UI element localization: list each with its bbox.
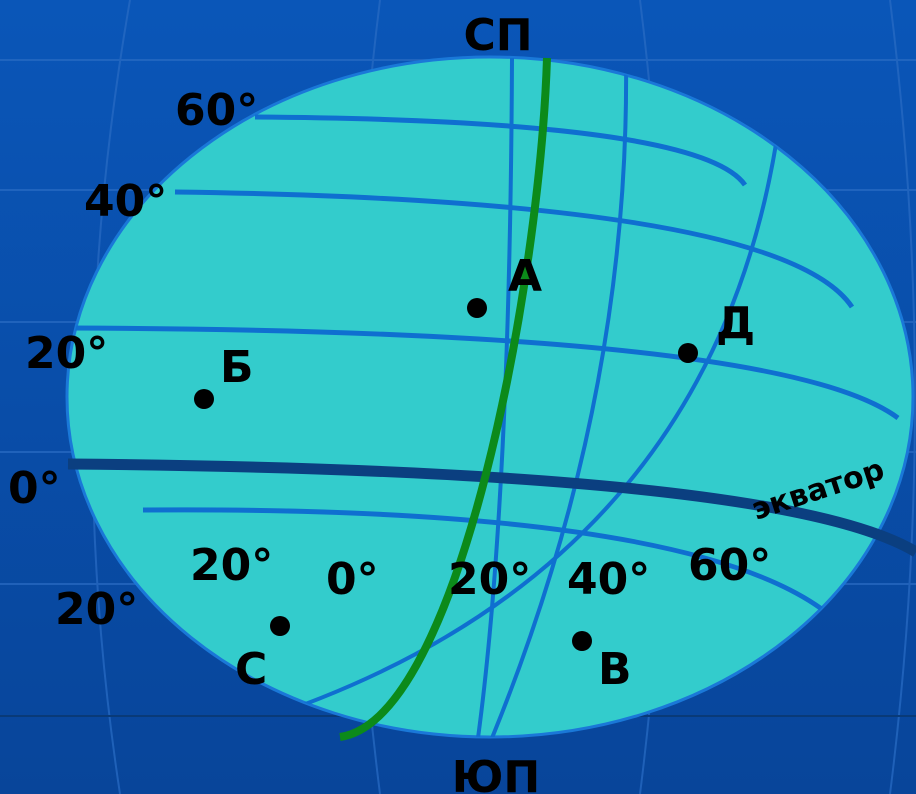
north-pole-label: СП <box>463 10 532 61</box>
meridian-60e <box>203 143 778 737</box>
longitude-label-20w: 20° <box>190 540 273 591</box>
longitude-label-20e: 20° <box>448 554 531 605</box>
point-v: В <box>572 631 632 695</box>
point-d-label: Д <box>716 298 755 349</box>
prime-meridian <box>339 57 551 741</box>
point-v-marker <box>572 631 592 651</box>
point-d: Д <box>678 298 755 363</box>
parallel-40 <box>174 189 855 309</box>
meridian-40e <box>490 59 629 737</box>
south-pole-label: ЮП <box>452 752 540 794</box>
latitude-label-40: 40° <box>84 176 167 227</box>
point-s-label: С <box>235 644 267 695</box>
globe <box>65 55 915 739</box>
point-a-label: А <box>508 251 542 302</box>
point-s: С <box>235 616 290 695</box>
parallel-20n <box>67 325 900 421</box>
point-s-marker <box>270 616 290 636</box>
point-b-marker <box>194 389 214 409</box>
meridian-20e <box>476 57 514 737</box>
longitude-label-40e: 40° <box>567 554 650 605</box>
longitude-label-60e: 60° <box>688 540 771 591</box>
point-b-label: Б <box>220 342 254 393</box>
equator-line <box>67 458 916 557</box>
latitude-label-20s: 20° <box>55 584 138 635</box>
latitude-label-0: 0° <box>8 463 61 514</box>
parallel-60 <box>254 114 748 187</box>
point-d-marker <box>678 343 698 363</box>
longitude-label-0: 0° <box>326 554 379 605</box>
latitude-label-60: 60° <box>175 85 258 136</box>
point-a-marker <box>467 298 487 318</box>
latitude-label-20n: 20° <box>25 328 108 379</box>
point-b: Б <box>194 342 254 409</box>
point-a: А <box>467 251 542 318</box>
point-v-label: В <box>598 644 632 695</box>
